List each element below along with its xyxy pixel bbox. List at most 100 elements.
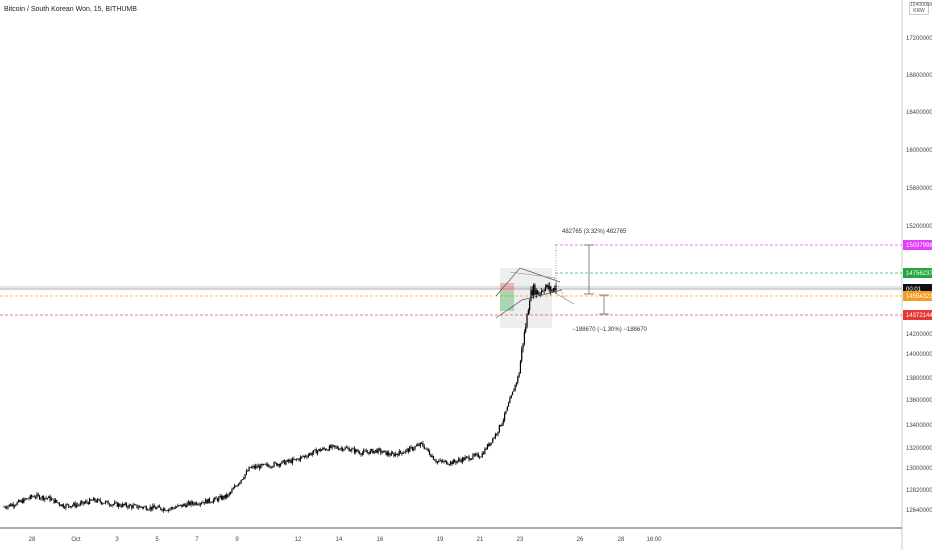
candle-body	[214, 497, 216, 500]
candle-body	[168, 509, 170, 511]
candle-body	[534, 284, 536, 295]
candle-body	[531, 290, 533, 296]
candle-body	[423, 446, 425, 449]
price-tag	[903, 240, 932, 250]
candle-body	[56, 499, 58, 503]
candle-body	[69, 506, 71, 508]
candle-body	[177, 505, 179, 507]
candle-body	[450, 461, 452, 465]
candle-body	[4, 506, 6, 508]
candle-body	[206, 499, 208, 504]
candle-body	[536, 290, 539, 295]
candle-body	[261, 464, 263, 465]
candle-body	[82, 501, 84, 504]
candle-body	[173, 508, 175, 509]
candle-body	[452, 459, 454, 465]
candle-body	[554, 288, 556, 291]
candle-body	[211, 502, 213, 503]
candle-body	[70, 506, 72, 508]
candle-body	[278, 464, 280, 466]
price-tag	[903, 310, 932, 320]
candle-body	[107, 500, 109, 505]
candle-body	[443, 461, 445, 463]
candle-body	[241, 479, 244, 481]
candle-body	[197, 504, 199, 506]
candle-body	[191, 501, 193, 504]
candle-body	[248, 467, 250, 471]
candle-body	[13, 505, 16, 507]
candle-body	[415, 445, 417, 447]
candle-body	[381, 452, 383, 454]
candle-body	[48, 496, 50, 499]
candle-body	[440, 460, 442, 462]
candle-body	[529, 300, 531, 311]
candle-body	[442, 461, 444, 463]
candle-body	[289, 460, 291, 462]
candle-body	[399, 450, 402, 453]
candle-body	[57, 502, 59, 503]
candle-body	[389, 454, 391, 456]
currency-selector[interactable]: 15400000 KRW	[909, 2, 932, 15]
candle-body	[355, 449, 357, 453]
price-tag	[903, 284, 932, 294]
candle-body	[402, 452, 404, 454]
y-tick-label: 13400000	[906, 423, 932, 429]
candle-body	[468, 456, 470, 460]
candle-body	[201, 503, 203, 504]
candle-body	[518, 373, 520, 377]
y-tick-label: 13000000	[906, 466, 932, 472]
candle-body	[144, 506, 146, 508]
candle-body	[222, 496, 224, 500]
y-tick-label: 13800000	[906, 376, 932, 382]
candle-body	[306, 456, 308, 458]
candle-body	[340, 447, 342, 449]
candle-body	[85, 501, 87, 503]
candle-body	[331, 445, 333, 448]
candle-body	[511, 391, 514, 396]
candle-body	[527, 310, 529, 316]
candle-body	[226, 494, 228, 498]
candle-body	[546, 284, 548, 287]
candle-body	[264, 463, 266, 465]
candle-body	[136, 504, 138, 508]
candle-body	[287, 459, 290, 462]
candle-body	[203, 502, 205, 504]
candle-body	[374, 449, 377, 451]
candle-body	[456, 460, 458, 463]
candle-body	[236, 485, 238, 487]
candle-body	[352, 448, 354, 450]
y-tick-label: 17200000	[906, 36, 932, 42]
candle-body	[316, 450, 319, 454]
candle-body	[353, 448, 356, 453]
candle-body	[424, 448, 427, 450]
candle-body	[129, 504, 132, 506]
candle-body	[297, 458, 299, 460]
candle-body	[112, 504, 114, 505]
candle-body	[240, 480, 242, 483]
candle-body	[103, 503, 105, 504]
candle-body	[127, 506, 129, 508]
candle-body	[111, 504, 113, 506]
x-tick-label: 28	[29, 537, 36, 543]
candle-body	[328, 445, 331, 451]
candle-body	[434, 459, 436, 461]
candle-body	[152, 505, 154, 510]
candle-body	[394, 453, 396, 457]
candle-body	[195, 502, 197, 505]
candle-body	[115, 502, 117, 504]
candle-body	[262, 463, 265, 465]
candle-body	[382, 450, 385, 453]
x-tick-label: 16	[377, 537, 384, 543]
candle-body	[459, 459, 461, 461]
candle-body	[285, 461, 287, 465]
x-tick-label: 9	[235, 537, 239, 543]
candle-body	[257, 465, 259, 468]
candle-body	[286, 459, 288, 462]
candle-body	[510, 395, 512, 399]
candle-body	[120, 506, 122, 507]
candle-body	[135, 504, 137, 506]
candle-body	[157, 506, 159, 508]
candle-body	[60, 504, 62, 506]
candle-body	[198, 504, 200, 506]
